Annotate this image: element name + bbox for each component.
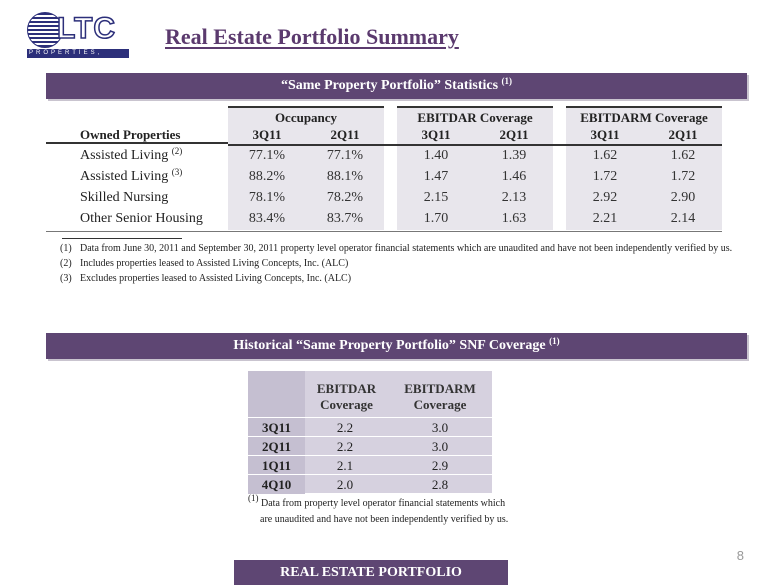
table-cell: 1.72 (670, 169, 696, 184)
stats-section-title: “Same Property Portfolio” Statistics (280, 78, 499, 93)
table-row: 4Q10 2.0 2.8 (248, 474, 492, 494)
table-cell: 1.62 (592, 148, 618, 163)
table-cell: 2.92 (592, 190, 618, 205)
table-cell: 1.46 (501, 169, 527, 184)
table-cell: 83.4% (248, 211, 286, 226)
footer-band: REAL ESTATE PORTFOLIO (234, 560, 508, 585)
company-logo: LTC PROPERTIES, INC. (27, 11, 129, 65)
group-header-occupancy: Occupancy (228, 106, 384, 128)
table-cell: 77.1% (326, 148, 364, 163)
table-cell: 1.72 (592, 169, 618, 184)
table-row: 1Q11 2.1 2.9 (248, 455, 492, 475)
group-header-ebitdar: EBITDAR Coverage (397, 106, 553, 128)
column-header-ebitdar: EBITDAR Coverage (316, 381, 377, 412)
row-header: Owned Properties (46, 126, 228, 144)
period-header: 3Q11 (397, 126, 475, 146)
group-header-ebitdarm: EBITDARM Coverage (566, 106, 722, 128)
table-row: 2Q11 2.2 3.0 (248, 436, 492, 456)
logo-subtitle: PROPERTIES, INC. (29, 50, 103, 65)
footnote-marker: (1) (501, 76, 513, 86)
table-row: 3Q11 2.2 3.0 (248, 417, 492, 437)
table-cell: 2.14 (670, 211, 696, 226)
table-cell: 1.63 (501, 211, 527, 226)
table-cell: 88.2% (248, 169, 286, 184)
period-header: 3Q11 (228, 126, 306, 146)
period-header: 3Q11 (566, 126, 644, 146)
table-row-label: Skilled Nursing (80, 190, 169, 205)
snf-coverage-table: EBITDAR Coverage EBITDARM Coverage 3Q11 … (248, 371, 492, 494)
period-header: 2Q11 (306, 126, 384, 146)
snf-section-title: Historical “Same Property Portfolio” SNF… (233, 338, 546, 353)
column-header-ebitdarm: EBITDARM Coverage (404, 381, 476, 412)
stats-section-band: “Same Property Portfolio” Statistics (1) (46, 73, 747, 99)
table-rule (46, 231, 722, 232)
table-cell: 2.15 (423, 190, 449, 205)
table-cell: 1.62 (670, 148, 696, 163)
table-cell: 2.21 (592, 211, 618, 226)
table-cell: 78.2% (326, 190, 364, 205)
period-header: 2Q11 (475, 126, 553, 146)
page-title: Real Estate Portfolio Summary (165, 24, 459, 49)
page-number: 8 (736, 548, 744, 563)
table-cell: 78.1% (248, 190, 286, 205)
table-row-label: Assisted Living (3) (80, 167, 183, 185)
footnote-marker: (1) (549, 336, 560, 346)
table-cell: 1.70 (423, 211, 449, 226)
snf-footnote-line2: are unaudited and have not been independ… (260, 514, 509, 525)
table-cell: 88.1% (326, 169, 364, 184)
snf-footnote: (1) Data from property level operator fi… (248, 493, 506, 510)
table-cell: 2.13 (501, 190, 527, 205)
table-cell: 2.90 (670, 190, 696, 205)
table-cell: 1.39 (501, 148, 527, 163)
table-row-label: Other Senior Housing (80, 211, 203, 226)
logo-wordmark: LTC (56, 11, 117, 46)
period-header: 2Q11 (644, 126, 722, 146)
table-cell: 83.7% (326, 211, 364, 226)
table-cell: 1.47 (423, 169, 449, 184)
table-cell: 1.40 (423, 148, 449, 163)
snf-section-band: Historical “Same Property Portfolio” SNF… (46, 333, 747, 359)
footnote-rule (62, 238, 182, 239)
table-row-label: Assisted Living (2) (80, 146, 183, 164)
globe-icon (27, 12, 63, 48)
table-cell: 77.1% (248, 148, 286, 163)
